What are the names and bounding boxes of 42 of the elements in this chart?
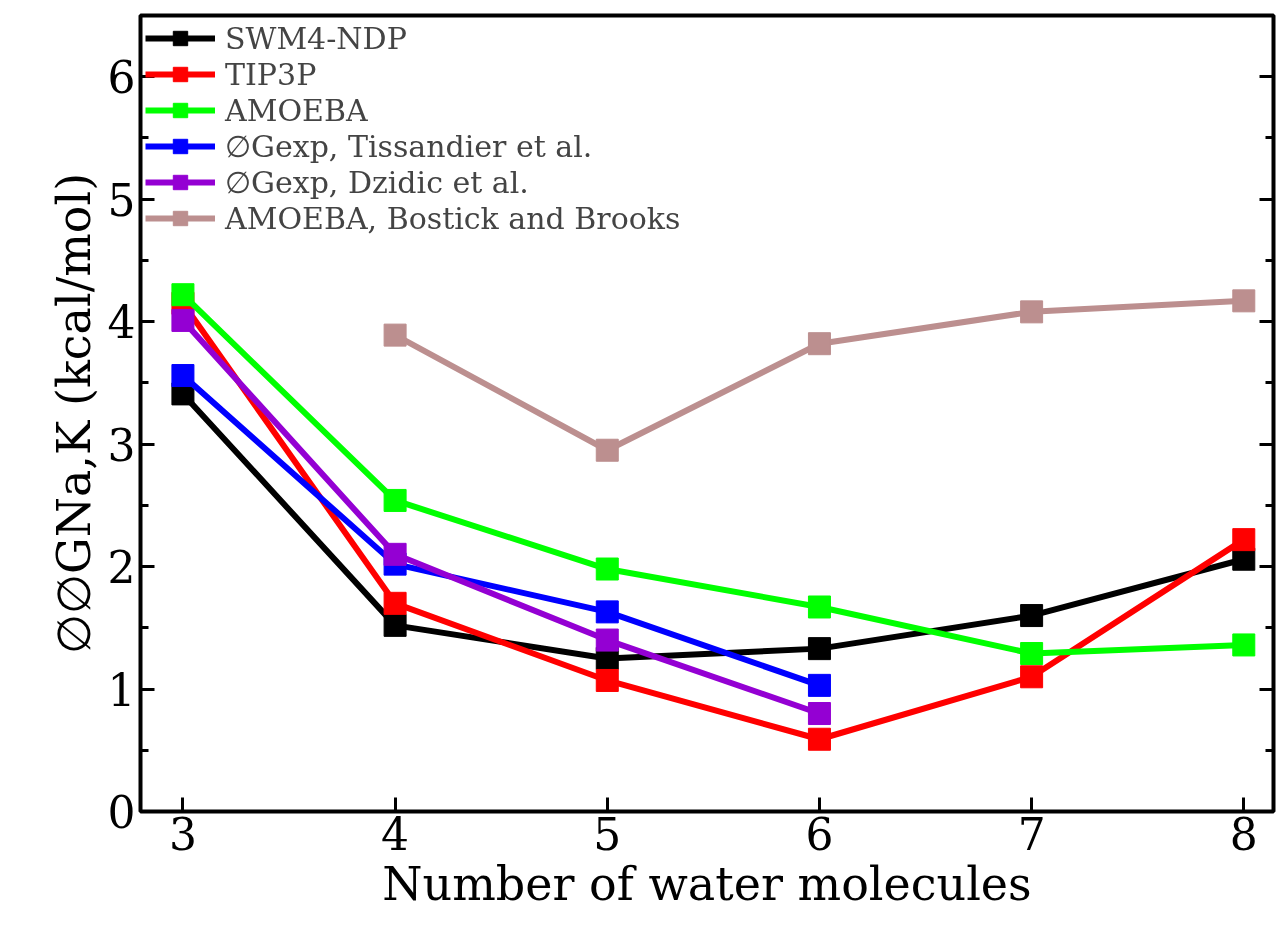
point	[171, 364, 195, 388]
y-tick-label: 1	[107, 664, 136, 716]
point	[807, 332, 831, 356]
point	[1232, 528, 1256, 552]
point	[595, 628, 619, 652]
point	[807, 595, 831, 619]
legend-label: AMOEBA	[225, 92, 368, 128]
point	[383, 613, 407, 637]
y-tick-label: 5	[107, 174, 136, 226]
legend-label: ∅Gexp, Tissandier et al.	[225, 128, 593, 164]
y-tick-label: 3	[107, 419, 136, 471]
point	[595, 557, 619, 581]
point	[807, 673, 831, 697]
legend-label: AMOEBA, Bostick and Brooks	[225, 200, 681, 236]
point	[1020, 665, 1044, 689]
point	[1020, 642, 1044, 666]
point	[595, 668, 619, 692]
y-axis-title: ∅∅GNa,K (kcal/mol)	[46, 172, 101, 655]
point	[171, 308, 195, 332]
x-tick-label: 3	[168, 808, 197, 860]
point	[171, 283, 195, 307]
point	[1232, 633, 1256, 657]
point	[383, 323, 407, 347]
point	[595, 438, 619, 462]
legend-label: TIP3P	[225, 56, 317, 92]
point	[807, 702, 831, 726]
point	[1020, 300, 1044, 324]
legend-label: SWM4-NDP	[225, 20, 407, 56]
point	[383, 488, 407, 512]
y-tick-label: 2	[107, 542, 136, 594]
point	[1232, 289, 1256, 313]
point	[595, 600, 619, 624]
x-tick-label: 8	[1229, 808, 1258, 860]
y-tick-label: 0	[107, 787, 136, 838]
point	[383, 542, 407, 566]
point	[807, 727, 831, 751]
point	[807, 637, 831, 661]
point	[383, 591, 407, 615]
y-tick-label: 4	[107, 297, 136, 349]
point	[1020, 604, 1044, 628]
legend-label: ∅Gexp, Dzidic et al.	[225, 164, 529, 200]
y-tick-label: 6	[107, 52, 136, 104]
